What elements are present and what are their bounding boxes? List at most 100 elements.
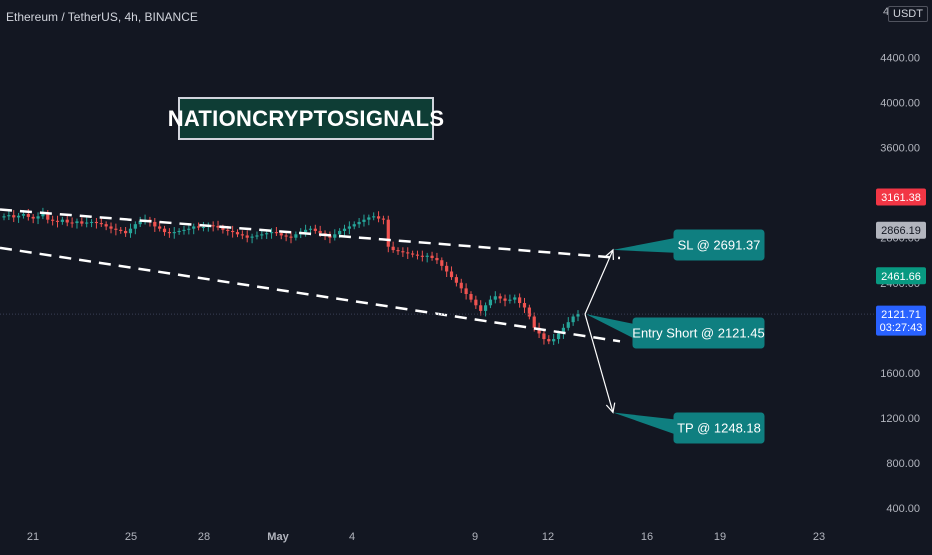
candle-body [55, 220, 60, 222]
candle-body [552, 339, 556, 342]
y-tick-label: 1200.00 [880, 413, 920, 425]
candle-body [94, 221, 99, 224]
price-badge-bg [876, 305, 926, 336]
x-tick-label: 21 [27, 531, 39, 543]
candle-body [401, 251, 405, 253]
candle-body [508, 299, 512, 301]
candle-body [347, 226, 351, 229]
candle-body [303, 229, 308, 233]
candle-body [367, 217, 371, 220]
candle-body [522, 303, 527, 308]
candle-body [177, 230, 181, 233]
candle-body [547, 339, 551, 342]
candle-body [255, 235, 259, 237]
candle-body [352, 224, 356, 227]
candle-body [16, 215, 21, 218]
entry-callout-label: Entry Short @ 2121.45 [632, 326, 764, 341]
candle-body [216, 225, 220, 228]
sl-callout-pointer [613, 237, 680, 253]
price-badge-label: 3161.38 [881, 192, 921, 204]
x-tick-label: 12 [542, 531, 554, 543]
candle-body [260, 234, 264, 236]
currency-unit-button[interactable]: USDT [888, 6, 928, 22]
tp-callout-label: TP @ 1248.18 [677, 421, 761, 436]
candle-body [158, 226, 162, 229]
candles-layer [2, 207, 580, 346]
entry-callout-box [632, 317, 765, 349]
candle-body [537, 327, 541, 334]
candle-body [65, 219, 69, 223]
candle-body [211, 225, 215, 227]
price-badge-bg [876, 267, 926, 285]
candle-body [240, 234, 244, 236]
price-badge-bg [876, 221, 926, 239]
candle-body [469, 294, 473, 300]
candle-body [60, 219, 64, 222]
candle-body [542, 333, 546, 340]
candle-body [99, 223, 103, 225]
candle-body [503, 298, 507, 301]
candle-body [376, 216, 381, 219]
candle-body [454, 277, 458, 283]
candle-body [561, 327, 566, 334]
candle-body [513, 297, 517, 300]
candle-body [119, 229, 123, 231]
candle-body [12, 215, 16, 218]
candle-body [333, 234, 337, 238]
candle-body [435, 257, 439, 261]
y-tick-label: 4000.00 [880, 98, 920, 110]
candle-body [36, 216, 40, 219]
candle-body [85, 222, 89, 224]
chart-title: Ethereum / TetherUS, 4h, BINANCE [6, 10, 198, 24]
y-tick-label: 1600.00 [880, 368, 920, 380]
channel-layer [0, 208, 621, 343]
candle-body [46, 212, 50, 220]
candle-body [556, 333, 561, 340]
y-axis-partial-label: 4 [883, 6, 890, 18]
candle-body [420, 255, 424, 257]
x-tick-label: 19 [714, 531, 726, 543]
entry-callout-pointer [586, 314, 639, 341]
candle-body [308, 228, 313, 230]
candle-body [566, 322, 570, 328]
candle-body [459, 282, 463, 289]
y-tick-label: 800.00 [886, 458, 920, 470]
tp-arrow-line [584, 313, 614, 413]
candle-body [265, 233, 269, 235]
candle-body [250, 236, 254, 238]
y-tick-label: 4400.00 [880, 53, 920, 65]
candle-body [425, 255, 429, 257]
candle-body [226, 229, 230, 231]
candle-body [328, 235, 332, 238]
candle-body [518, 297, 522, 304]
x-axis[interactable]: 21 25 28 May 4 9 12 16 19 23 [27, 531, 825, 543]
channel-upper-line [0, 208, 621, 260]
candle-body [430, 255, 434, 258]
candle-body [114, 228, 118, 230]
candle-body [89, 221, 94, 223]
candle-body [381, 218, 386, 220]
candle-body [318, 230, 322, 234]
candle-body [104, 224, 108, 227]
sl-arrow-line [584, 249, 614, 315]
x-tick-label: 25 [125, 531, 137, 543]
candle-body [479, 305, 483, 311]
channel-lower-line [0, 246, 621, 343]
candle-body [51, 219, 55, 221]
candle-body [109, 226, 113, 229]
candle-body [527, 307, 531, 317]
candle-body [464, 288, 468, 295]
candle-body [221, 227, 225, 230]
candle-body [245, 235, 249, 238]
candle-body [449, 271, 454, 278]
candle-body [196, 226, 201, 228]
candle-body [498, 296, 502, 299]
candle-body [133, 224, 137, 229]
sl-callout-box [673, 229, 765, 261]
candle-body [21, 214, 26, 216]
candle-body [362, 219, 366, 222]
candle-body [75, 221, 79, 224]
